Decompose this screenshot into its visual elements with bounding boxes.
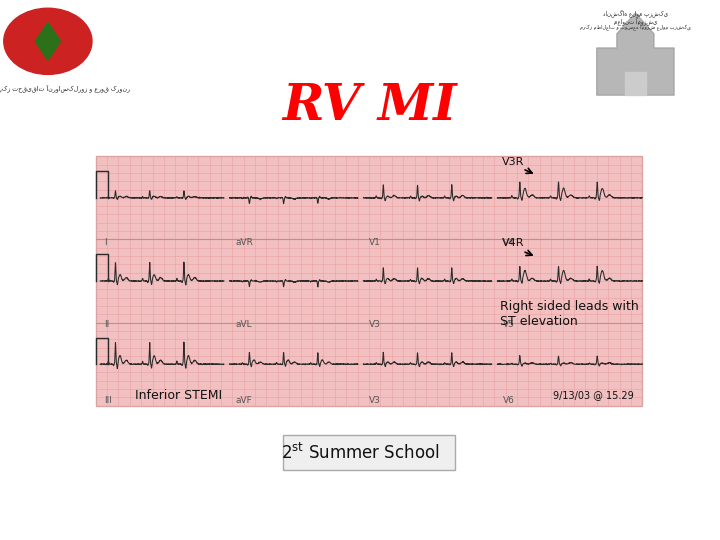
Text: aVR: aVR: [235, 238, 253, 247]
Text: V3: V3: [369, 320, 381, 329]
Text: مرکز مطالعات و توسعه آموزش علوم پزشکی: مرکز مطالعات و توسعه آموزش علوم پزشکی: [580, 24, 691, 31]
Text: $\mathregular{2}^{\mathregular{st}}$ Summer School: $\mathregular{2}^{\mathregular{st}}$ Sum…: [282, 443, 440, 463]
Text: III: III: [104, 396, 112, 405]
Text: معاونت آموزشی: معاونت آموزشی: [613, 17, 657, 24]
Text: V5: V5: [503, 320, 515, 329]
Bar: [282, 435, 456, 470]
Bar: [96, 156, 642, 406]
Text: V1: V1: [369, 238, 381, 247]
Text: V4R: V4R: [502, 238, 524, 248]
Text: V6: V6: [503, 396, 515, 405]
Text: دانشگاه علوم پزشکی: دانشگاه علوم پزشکی: [603, 9, 668, 17]
Circle shape: [4, 8, 92, 75]
Text: 9/13/03 @ 15.29: 9/13/03 @ 15.29: [553, 390, 634, 400]
Text: Inferior STEMI: Inferior STEMI: [135, 389, 222, 402]
Text: مرکز تحقیقات آنرواسکلروز و عروق کرونر: مرکز تحقیقات آنرواسکلروز و عروق کرونر: [0, 85, 130, 92]
Text: V3R: V3R: [502, 157, 524, 167]
Text: aVF: aVF: [235, 396, 252, 405]
Text: aVL: aVL: [235, 320, 252, 329]
Polygon shape: [624, 71, 647, 95]
Text: V4: V4: [503, 238, 515, 247]
Text: RV MI: RV MI: [282, 82, 456, 131]
Polygon shape: [597, 13, 674, 95]
Polygon shape: [35, 22, 60, 60]
Text: V3: V3: [369, 396, 381, 405]
Text: II: II: [104, 320, 109, 329]
Text: Right sided leads with
ST elevation: Right sided leads with ST elevation: [500, 300, 639, 328]
Text: I: I: [104, 238, 107, 247]
